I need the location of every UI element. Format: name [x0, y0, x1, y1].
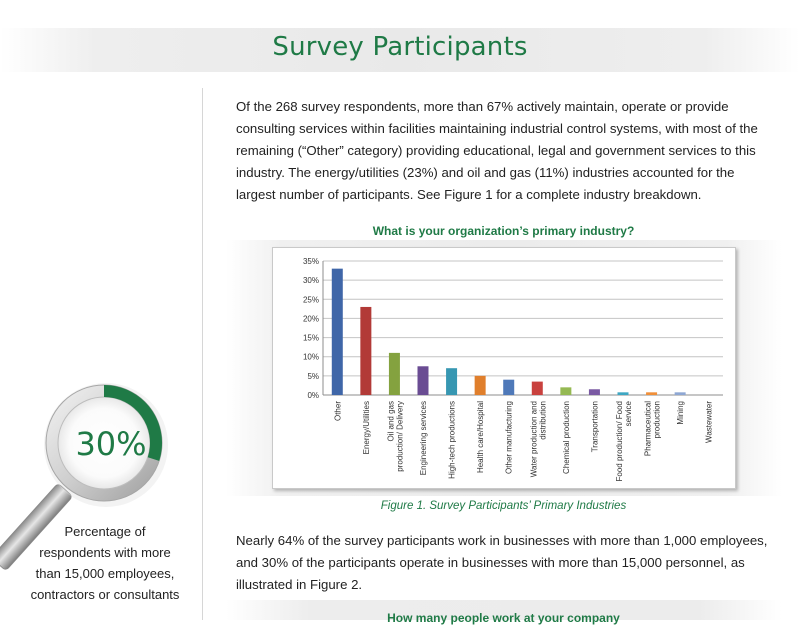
- bar: [646, 392, 658, 395]
- bar: [417, 366, 429, 395]
- y-tick-label: 35%: [303, 257, 319, 266]
- chart-svg: 0% 5% 10% 15% 20% 25% 30% 35% Other Energy/Utilit…: [303, 257, 723, 482]
- x-tick-label: Food production/ Foodservice: [615, 400, 633, 481]
- chart-question: What is your organization’s primary indu…: [372, 224, 635, 238]
- header-band: [0, 28, 800, 72]
- y-tick-label: 15%: [303, 334, 319, 343]
- x-tick-label: Transportation: [590, 401, 599, 452]
- next-chart-band: [226, 600, 782, 620]
- bar: [617, 392, 629, 395]
- x-tick-label: Chemical production: [562, 401, 571, 474]
- x-tick-label: Mining: [676, 401, 685, 425]
- x-tick-label: Oil and gasproduction/ Delivery: [386, 401, 404, 472]
- y-tick-label: 25%: [303, 295, 319, 304]
- x-tick-label: Other manufacturing: [505, 401, 514, 474]
- bar: [388, 352, 400, 395]
- y-tick-label: 20%: [303, 314, 319, 323]
- y-tick-label: 0%: [307, 391, 319, 400]
- magnifier-icon: [0, 383, 168, 570]
- bar: [560, 387, 572, 395]
- bar: [331, 268, 343, 395]
- bar: [503, 379, 515, 395]
- bar: [360, 306, 372, 395]
- x-tick-label: Energy/Utilities: [362, 401, 371, 454]
- stat-percentage: 30%: [75, 425, 147, 463]
- y-tick-label: 30%: [303, 276, 319, 285]
- x-tick-label: Water production anddistribution: [529, 401, 547, 477]
- bar: [446, 368, 458, 395]
- x-tick-label: Health care/Hospital: [476, 401, 485, 473]
- y-tick-label: 10%: [303, 353, 319, 362]
- bar: [531, 381, 543, 395]
- x-tick-label: Pharmaceuticalproduction: [644, 401, 662, 456]
- figure-caption: Figure 1. Survey Participants’ Primary I…: [380, 500, 627, 512]
- bar: [588, 389, 600, 395]
- percentage-arc: [104, 385, 163, 461]
- intro-paragraph: Of the 268 survey respondents, more than…: [236, 99, 758, 202]
- industry-bar-chart: 0% 5% 10% 15% 20% 25% 30% 35% Other Energy/Utilit…: [272, 247, 736, 489]
- next-chart-question: How many people work at your company: [387, 611, 620, 625]
- magnifier-handle: [0, 484, 72, 570]
- stat-caption: Percentage of respondents with more than…: [30, 524, 180, 602]
- column-divider: [202, 88, 203, 620]
- x-tick-label: Engineering services: [419, 401, 428, 475]
- page-title: Survey Participants: [272, 32, 528, 62]
- x-tick-label: High-tech productions: [448, 401, 457, 479]
- bar: [474, 375, 486, 395]
- x-tick-label: Wastewater: [705, 401, 714, 443]
- bar: [674, 392, 686, 395]
- x-tick-label: Other: [333, 401, 342, 421]
- y-tick-label: 5%: [307, 372, 319, 381]
- second-paragraph: Nearly 64% of the survey participants wo…: [236, 533, 768, 592]
